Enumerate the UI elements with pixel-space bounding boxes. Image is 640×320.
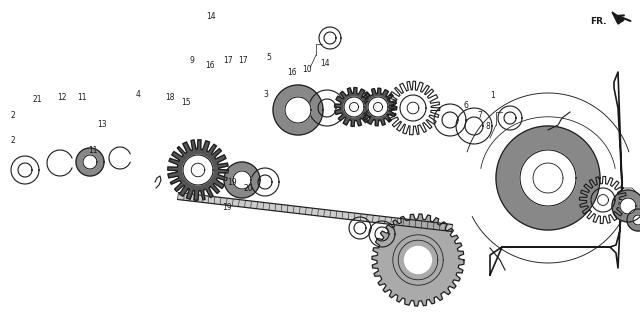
Polygon shape: [344, 97, 364, 117]
Polygon shape: [520, 150, 576, 206]
Polygon shape: [359, 88, 397, 126]
Text: 12: 12: [58, 93, 67, 102]
Text: 11: 11: [77, 93, 86, 102]
Text: 2: 2: [10, 111, 15, 120]
Polygon shape: [627, 209, 640, 231]
Polygon shape: [233, 171, 251, 189]
Polygon shape: [612, 190, 640, 222]
Text: 6: 6: [463, 101, 468, 110]
Text: 11: 11: [88, 146, 97, 155]
Text: FR.: FR.: [590, 18, 607, 27]
Text: 1: 1: [490, 91, 495, 100]
Text: 18: 18: [165, 93, 174, 102]
Text: 16: 16: [287, 68, 298, 77]
Polygon shape: [404, 246, 431, 274]
Polygon shape: [620, 198, 636, 214]
Polygon shape: [496, 126, 600, 230]
Polygon shape: [273, 85, 323, 135]
Text: 15: 15: [180, 98, 191, 107]
Text: 14: 14: [206, 12, 216, 21]
Polygon shape: [335, 88, 373, 126]
Text: 20: 20: [243, 184, 253, 193]
Text: 19: 19: [222, 204, 232, 212]
Text: 8: 8: [485, 122, 490, 131]
Polygon shape: [177, 193, 452, 231]
Text: 17: 17: [223, 56, 233, 65]
Polygon shape: [612, 12, 624, 24]
Text: 2: 2: [10, 136, 15, 145]
Polygon shape: [368, 97, 388, 117]
Polygon shape: [83, 155, 97, 169]
Text: 7: 7: [477, 111, 483, 120]
Text: 3: 3: [263, 90, 268, 99]
Text: 10: 10: [302, 65, 312, 74]
Polygon shape: [183, 155, 213, 185]
Text: 9: 9: [189, 56, 195, 65]
Text: 17: 17: [238, 56, 248, 65]
Text: 21: 21: [33, 95, 42, 104]
Text: 14: 14: [320, 60, 330, 68]
Polygon shape: [76, 148, 104, 176]
Polygon shape: [224, 162, 260, 198]
Polygon shape: [633, 215, 640, 225]
Polygon shape: [168, 140, 228, 200]
Text: 4: 4: [135, 90, 140, 99]
Text: 19: 19: [227, 178, 237, 187]
Polygon shape: [285, 97, 311, 123]
Polygon shape: [372, 214, 464, 306]
Text: 16: 16: [205, 61, 215, 70]
Text: 5: 5: [266, 53, 271, 62]
Text: 13: 13: [97, 120, 108, 129]
